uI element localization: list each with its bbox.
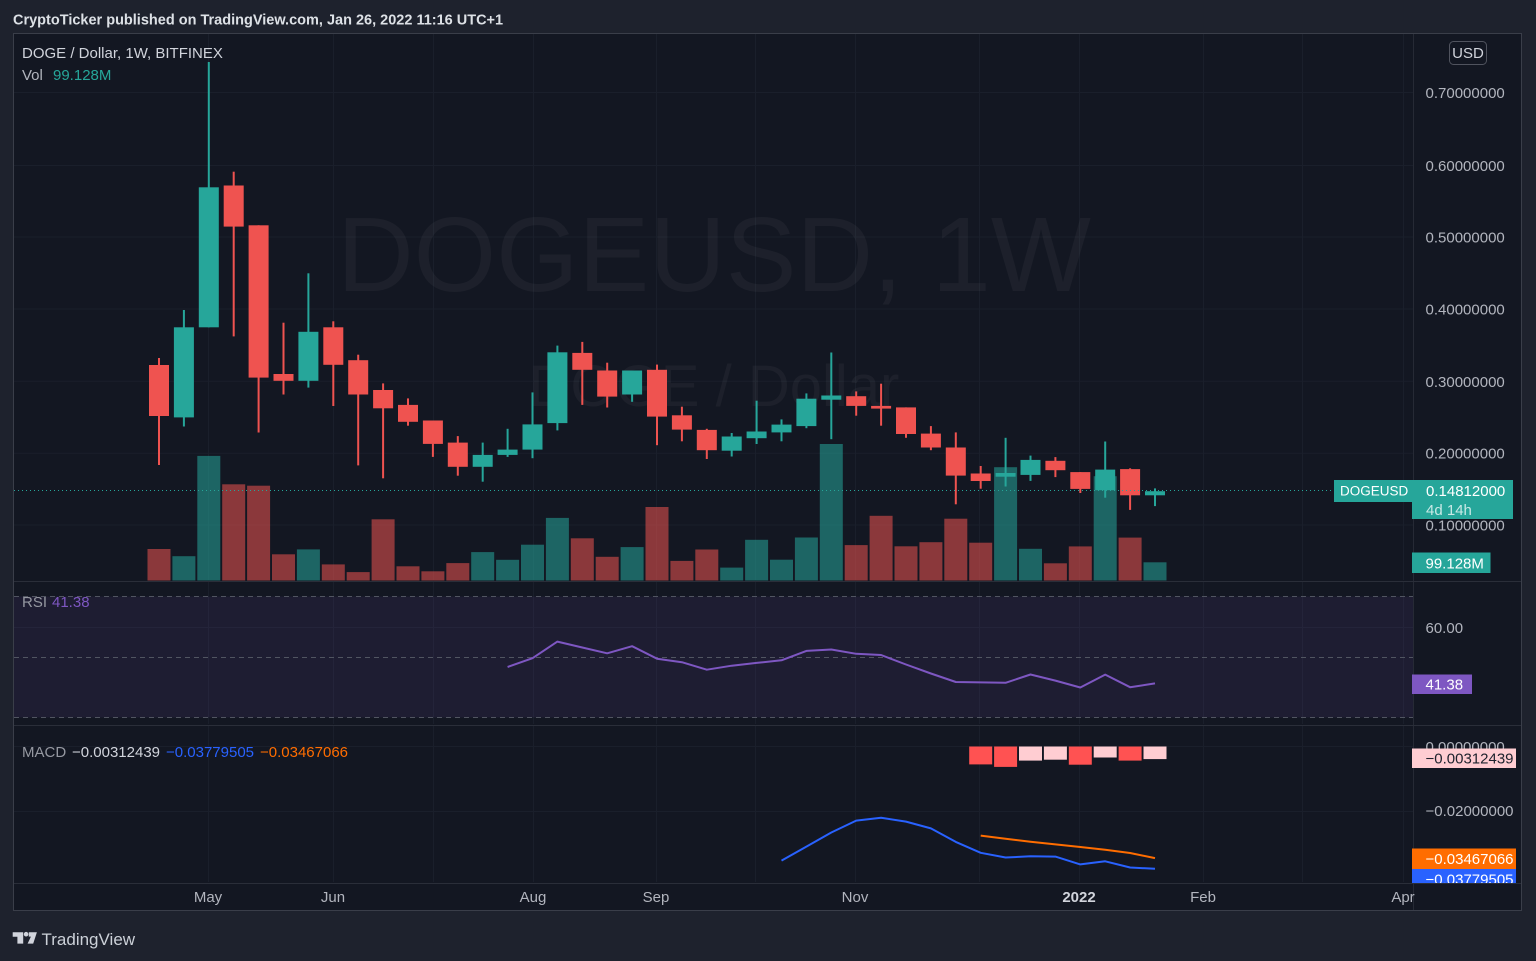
svg-text:May: May bbox=[194, 889, 223, 906]
svg-text:−0.03779505: −0.03779505 bbox=[1426, 872, 1514, 889]
svg-text:41.38: 41.38 bbox=[1426, 677, 1464, 694]
svg-text:TradingView: TradingView bbox=[42, 930, 136, 949]
svg-text:Nov: Nov bbox=[842, 889, 869, 906]
svg-text:−0.00312439: −0.00312439 bbox=[72, 744, 160, 761]
svg-text:0.14812000: 0.14812000 bbox=[1426, 483, 1505, 500]
svg-text:DOGE / Dollar, 1W, BITFINEX: DOGE / Dollar, 1W, BITFINEX bbox=[22, 45, 223, 62]
svg-text:Aug: Aug bbox=[520, 889, 547, 906]
svg-text:DOGEUSD, 1W: DOGEUSD, 1W bbox=[337, 196, 1091, 314]
svg-text:MACD: MACD bbox=[22, 744, 66, 761]
svg-text:Sep: Sep bbox=[643, 889, 670, 906]
svg-text:−0.00312439: −0.00312439 bbox=[1426, 751, 1514, 768]
svg-text:2022: 2022 bbox=[1062, 889, 1095, 906]
svg-text:0.60000000: 0.60000000 bbox=[1426, 158, 1505, 175]
svg-text:CryptoTicker published on Trad: CryptoTicker published on TradingView.co… bbox=[13, 13, 503, 29]
svg-text:0.40000000: 0.40000000 bbox=[1426, 302, 1505, 319]
svg-text:99.128M: 99.128M bbox=[1426, 556, 1484, 573]
svg-text:Apr: Apr bbox=[1391, 889, 1414, 906]
svg-text:Vol: Vol bbox=[22, 67, 43, 84]
svg-text:4d 14h: 4d 14h bbox=[1426, 502, 1472, 519]
svg-text:0.30000000: 0.30000000 bbox=[1426, 374, 1505, 391]
svg-text:41.38: 41.38 bbox=[52, 594, 90, 611]
svg-text:Jun: Jun bbox=[321, 889, 345, 906]
svg-text:0.70000000: 0.70000000 bbox=[1426, 85, 1505, 102]
svg-text:−0.03467066: −0.03467066 bbox=[260, 744, 348, 761]
svg-text:DOGEUSD: DOGEUSD bbox=[1340, 484, 1409, 499]
svg-text:−0.02000000: −0.02000000 bbox=[1426, 803, 1514, 820]
svg-text:USD: USD bbox=[1452, 45, 1484, 62]
svg-text:60.00: 60.00 bbox=[1426, 620, 1464, 637]
svg-text:0.50000000: 0.50000000 bbox=[1426, 230, 1505, 247]
svg-text:0.20000000: 0.20000000 bbox=[1426, 446, 1505, 463]
svg-text:−0.03467066: −0.03467066 bbox=[1426, 851, 1514, 868]
svg-text:RSI: RSI bbox=[22, 594, 47, 611]
svg-text:−0.03779505: −0.03779505 bbox=[166, 744, 254, 761]
svg-text:99.128M: 99.128M bbox=[53, 67, 111, 84]
svg-text:Feb: Feb bbox=[1190, 889, 1216, 906]
svg-text:0.10000000: 0.10000000 bbox=[1426, 518, 1505, 535]
